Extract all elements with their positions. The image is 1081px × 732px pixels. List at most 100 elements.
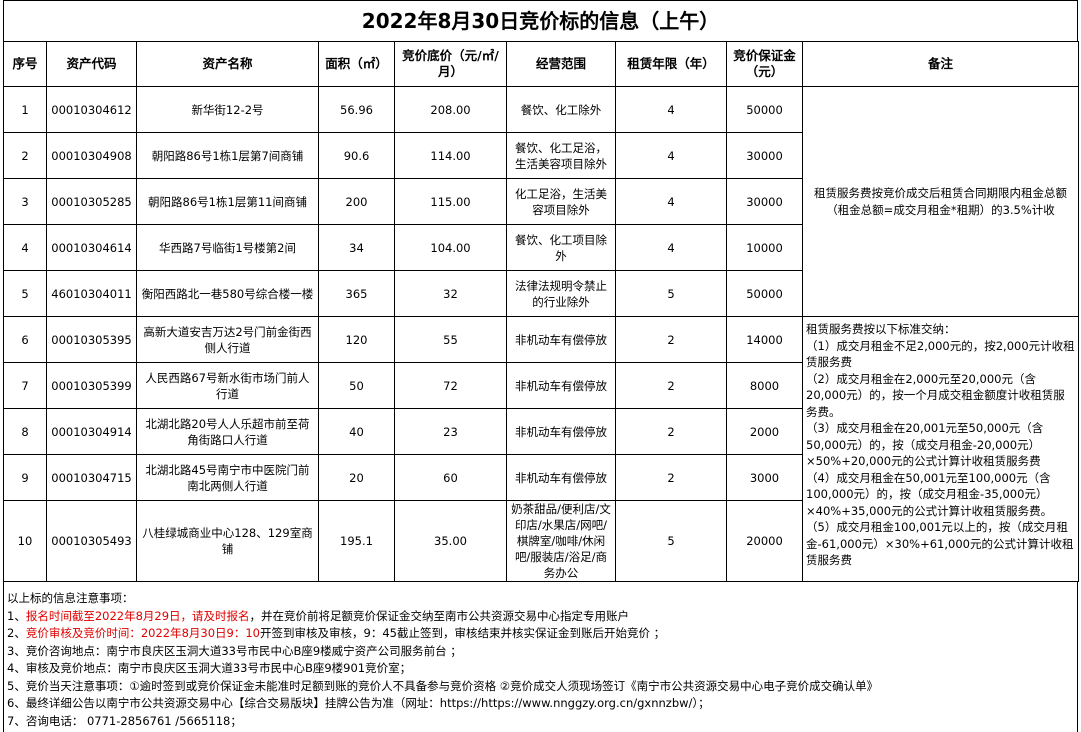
cell-area[interactable]: 56.96 [318, 86, 395, 133]
cell-area[interactable]: 20 [318, 454, 395, 501]
header-price[interactable]: 竞价底价（元/㎡/月） [394, 41, 507, 87]
cell-years[interactable]: 5 [615, 270, 727, 317]
cell-code[interactable]: 00010304908 [46, 132, 137, 179]
cell-code[interactable]: 00010304715 [46, 454, 137, 501]
notes-heading: 以上标的信息注意事项： [7, 591, 134, 605]
cell-code[interactable]: 00010304614 [46, 224, 137, 271]
cell-price[interactable]: 60 [394, 454, 507, 501]
note-1-rest: ，并在竞价前将足额竞价保证金交纳至南市公共资源交易中心指定专用账户 [249, 608, 630, 623]
cell-no[interactable]: 8 [3, 408, 47, 455]
cell-area[interactable]: 40 [318, 408, 395, 455]
cell-deposit[interactable]: 50000 [726, 270, 803, 317]
cell-scope[interactable]: 化工足浴，生活美容项目除外 [506, 178, 616, 225]
header-area[interactable]: 面积（㎡） [318, 41, 395, 87]
cell-code[interactable]: 46010304011 [46, 270, 137, 317]
cell-price[interactable]: 114.00 [394, 132, 507, 179]
cell-name[interactable]: 高新大道安吉万达2号门前金街西侧人行道 [136, 316, 319, 363]
note-2-highlight: 竞价审核及竞价时间：2022年8月30日9：10 [25, 626, 260, 640]
cell-scope[interactable]: 餐饮、化工除外 [506, 86, 616, 133]
cell-deposit[interactable]: 8000 [726, 362, 803, 409]
cell-price[interactable]: 115.00 [394, 178, 507, 225]
cell-no[interactable]: 2 [3, 132, 47, 179]
cell-no[interactable]: 5 [3, 270, 47, 317]
cell-price[interactable]: 72 [394, 362, 507, 409]
cell-area[interactable]: 195.1 [318, 500, 395, 582]
cell-area[interactable]: 34 [318, 224, 395, 271]
cell-name[interactable]: 朝阳路86号1栋1层第11间商铺 [136, 178, 319, 225]
cell-no[interactable]: 4 [3, 224, 47, 271]
cell-deposit[interactable]: 2000 [726, 408, 803, 455]
cell-years[interactable]: 5 [615, 500, 727, 582]
cell-years[interactable]: 2 [615, 454, 727, 501]
cell-name[interactable]: 人民西路67号新水街市场门前人行道 [136, 362, 319, 409]
cell-area[interactable]: 365 [318, 270, 395, 317]
cell-years[interactable]: 4 [615, 178, 727, 225]
cell-deposit[interactable]: 3000 [726, 454, 803, 501]
cell-name[interactable]: 北湖北路45号南宁市中医院门前南北两侧人行道 [136, 454, 319, 501]
header-remark[interactable]: 备注 [802, 41, 1079, 87]
cell-name[interactable]: 朝阳路86号1栋1层第7间商铺 [136, 132, 319, 179]
cell-years[interactable]: 4 [615, 86, 727, 133]
cell-name[interactable]: 衡阳西路北一巷580号综合楼一楼 [136, 270, 319, 317]
cell-name[interactable]: 新华街12-2号 [136, 86, 319, 133]
cell-name[interactable]: 北湖北路20号人人乐超市前至荷角街路口人行道 [136, 408, 319, 455]
cell-price[interactable]: 104.00 [394, 224, 507, 271]
header-years[interactable]: 租赁年限（年） [615, 41, 727, 87]
cell-scope[interactable]: 奶茶甜品/便利店/文印店/水果店/网吧/棋牌室/咖啡/休闲吧/服装店/浴足/商务… [506, 500, 616, 582]
header-code[interactable]: 资产代码 [46, 41, 137, 87]
cell-price[interactable]: 55 [394, 316, 507, 363]
cell-scope[interactable]: 非机动车有偿停放 [506, 454, 616, 501]
cell-deposit[interactable]: 50000 [726, 86, 803, 133]
cell-scope[interactable]: 法律法规明令禁止的行业除外 [506, 270, 616, 317]
cell-deposit[interactable]: 10000 [726, 224, 803, 271]
cell-price[interactable]: 23 [394, 408, 507, 455]
cell-code[interactable]: 00010305399 [46, 362, 137, 409]
cell-area[interactable]: 90.6 [318, 132, 395, 179]
table-row: 8 00010304914 北湖北路20号人人乐超市前至荷角街路口人行道 40 23 非机… [3, 408, 1079, 455]
cell-no[interactable]: 6 [3, 316, 47, 363]
header-scope[interactable]: 经营范围 [506, 41, 616, 87]
cell-code[interactable]: 00010304612 [46, 86, 137, 133]
cell-years[interactable]: 4 [615, 132, 727, 179]
cell-no[interactable]: 3 [3, 178, 47, 225]
cell-years[interactable]: 2 [615, 362, 727, 409]
cell-deposit[interactable]: 14000 [726, 316, 803, 363]
cell-no[interactable]: 7 [3, 362, 47, 409]
cell-name[interactable]: 华西路7号临街1号楼第2间 [136, 224, 319, 271]
cell-code[interactable]: 00010305285 [46, 178, 137, 225]
note-line-2: 2、竞价审核及竞价时间：2022年8月30日9：10开签到审核及审核，9：45截… [7, 625, 1074, 643]
cell-price[interactable]: 32 [394, 270, 507, 317]
cell-area[interactable]: 50 [318, 362, 395, 409]
cell-years[interactable]: 2 [615, 316, 727, 363]
note-2-prefix: 2、 [7, 626, 26, 640]
cell-code[interactable]: 00010304914 [46, 408, 137, 455]
cell-deposit[interactable]: 30000 [726, 132, 803, 179]
remark-cell-1[interactable]: 租赁服务费按竞价成交后租赁合同期限内租金总额（租金总额=成交月租金*租期）的3.… [802, 86, 1079, 317]
sheet-title: 2022年8月30日竞价标的信息（上午） [3, 0, 1078, 41]
cell-scope[interactable]: 非机动车有偿停放 [506, 316, 616, 363]
cell-scope[interactable]: 餐饮、化工足浴，生活美容项目除外 [506, 132, 616, 179]
cell-price[interactable]: 208.00 [394, 86, 507, 133]
header-name[interactable]: 资产名称 [136, 41, 319, 87]
cell-code[interactable]: 00010305493 [46, 500, 137, 582]
cell-scope[interactable]: 餐饮、化工项目除外 [506, 224, 616, 271]
cell-area[interactable]: 200 [318, 178, 395, 225]
cell-years[interactable]: 2 [615, 408, 727, 455]
cell-no[interactable]: 10 [3, 500, 47, 582]
cell-code[interactable]: 00010305395 [46, 316, 137, 363]
cell-no[interactable]: 1 [3, 86, 47, 133]
cell-area[interactable]: 120 [318, 316, 395, 363]
header-no[interactable]: 序号 [3, 41, 47, 87]
note-1-prefix: 1、 [7, 608, 26, 623]
cell-deposit[interactable]: 20000 [726, 500, 803, 582]
cell-name[interactable]: 八桂绿城商业中心128、129室商铺 [136, 500, 319, 582]
cell-scope[interactable]: 非机动车有偿停放 [506, 408, 616, 455]
cell-no[interactable]: 9 [3, 454, 47, 501]
cell-scope[interactable]: 非机动车有偿停放 [506, 362, 616, 409]
header-deposit[interactable]: 竞价保证金（元） [726, 41, 803, 87]
cell-price[interactable]: 35.00 [394, 500, 507, 582]
remark-cell-2[interactable]: 租赁服务费按以下标准交纳： （1）成交月租金不足2,000元的，按2,000元计收… [802, 316, 1079, 582]
cell-years[interactable]: 4 [615, 224, 727, 271]
table-row: 9 00010304715 北湖北路45号南宁市中医院门前南北两侧人行道 20 60 非机… [3, 454, 1079, 501]
cell-deposit[interactable]: 30000 [726, 178, 803, 225]
